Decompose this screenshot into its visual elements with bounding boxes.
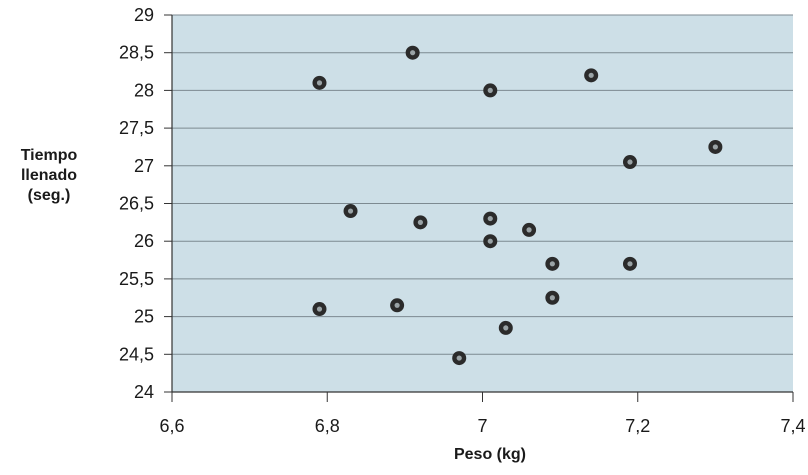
data-point-center: [410, 50, 416, 56]
y-tick-label: 25: [134, 307, 154, 327]
data-point-center: [487, 238, 493, 244]
data-point: [312, 75, 327, 90]
grid-lines: [172, 14, 793, 355]
data-point: [545, 290, 560, 305]
data-point: [522, 222, 537, 237]
data-point-center: [526, 227, 532, 233]
data-point: [312, 302, 327, 317]
tick-labels: 24 24,5 25 25,5 26 26,5 27 27,5 28 28,5 29 6,6 6,8 7 7…: [119, 5, 806, 436]
y-tick-label: 26: [134, 231, 154, 251]
x-tick-label: 6,6: [159, 416, 184, 436]
y-tick-label: 25,5: [119, 269, 154, 289]
x-axis-label: Peso (kg): [453, 446, 526, 463]
data-point-center: [487, 215, 493, 222]
x-tick-label: 6,8: [315, 416, 340, 436]
y-tick-label: 27: [134, 156, 154, 176]
data-point-center: [549, 295, 555, 301]
data-point-center: [316, 80, 323, 86]
data-point: [483, 234, 498, 249]
data-point-center: [394, 302, 400, 308]
data-point: [390, 298, 405, 313]
y-tick-label: 29: [134, 5, 154, 25]
data-point-center: [347, 208, 354, 214]
y-tick-label: 24,5: [119, 344, 154, 364]
data-point-center: [316, 306, 323, 312]
data-point: [584, 68, 599, 83]
y-tick-label: 26,5: [119, 194, 154, 214]
x-tick-label: 7,4: [780, 416, 805, 436]
data-point-center: [627, 159, 633, 165]
data-point: [483, 83, 498, 98]
y-tick-label: 24: [134, 382, 154, 402]
y-tick-label: 28: [134, 80, 154, 100]
data-point: [343, 204, 358, 219]
data-point: [405, 45, 420, 60]
data-point: [545, 256, 560, 271]
x-tick-label: 7,2: [625, 416, 650, 436]
y-tick-label: 27,5: [119, 118, 154, 138]
axes: [164, 14, 794, 402]
data-point: [622, 256, 637, 271]
data-point: [452, 351, 467, 366]
data-point: [708, 139, 723, 154]
data-point-center: [417, 219, 423, 225]
data-point: [483, 211, 498, 226]
y-tick-label: 28,5: [119, 43, 154, 63]
y-axis-label: Tiempo llenado (seg.): [20, 147, 78, 204]
data-point-center: [487, 87, 493, 93]
data-point-center: [456, 355, 462, 361]
data-point-center: [712, 144, 718, 150]
data-point-center: [588, 72, 594, 78]
data-point-center: [503, 325, 509, 331]
data-point-center: [549, 261, 555, 267]
data-points: [312, 45, 723, 366]
data-point: [413, 215, 428, 230]
x-tick-label: 7: [477, 416, 487, 436]
data-point: [622, 155, 637, 170]
data-point: [498, 320, 513, 335]
data-point-center: [627, 261, 633, 267]
